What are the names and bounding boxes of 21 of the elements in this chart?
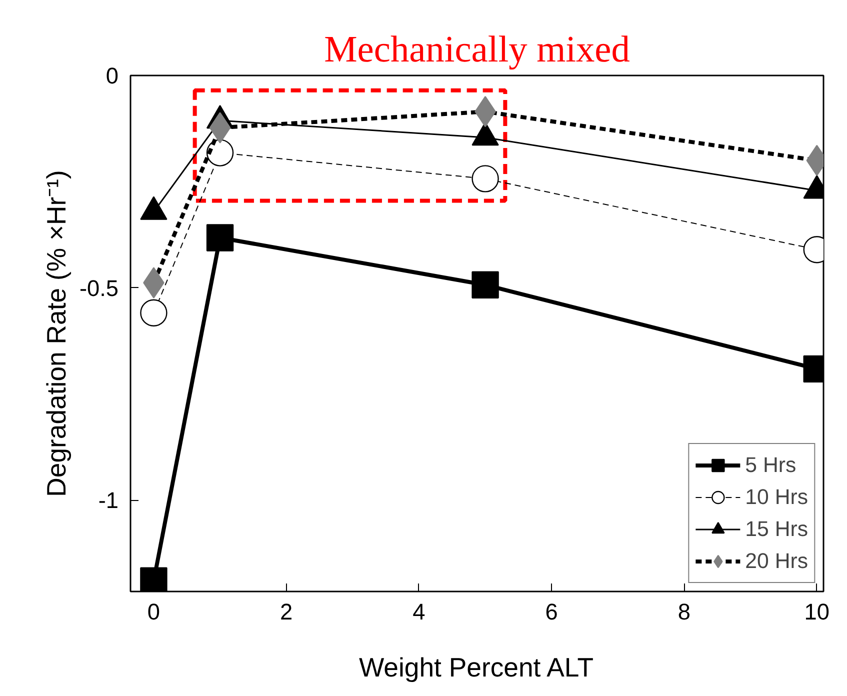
x-tick-label: 6: [545, 598, 558, 624]
y-tick-label: -0.5: [79, 274, 119, 301]
chart-title: Mechanically mixed: [324, 30, 630, 70]
point: [472, 271, 499, 298]
x-tick-label: 2: [280, 598, 293, 624]
x-axis-title: Weight Percent ALT: [358, 652, 594, 682]
y-tick-label: 0: [106, 62, 119, 88]
x-tick-label: 4: [412, 598, 426, 624]
x-tick-label: 0: [147, 598, 160, 624]
legend-label: 15 Hrs: [745, 516, 808, 542]
legend-label: 20 Hrs: [745, 548, 808, 574]
point: [140, 299, 168, 326]
point: [472, 165, 499, 192]
point: [206, 224, 234, 252]
y-tick-label: -1: [98, 487, 119, 514]
legend-label: 10 Hrs: [745, 484, 808, 510]
x-tick-label: 8: [678, 598, 691, 624]
y-axis-title: Degradation Rate (% ×Hr⁻¹): [41, 170, 72, 497]
legend-label: 5 Hrs: [745, 452, 796, 478]
point: [206, 139, 234, 166]
x-tick-label: 10: [804, 598, 830, 624]
